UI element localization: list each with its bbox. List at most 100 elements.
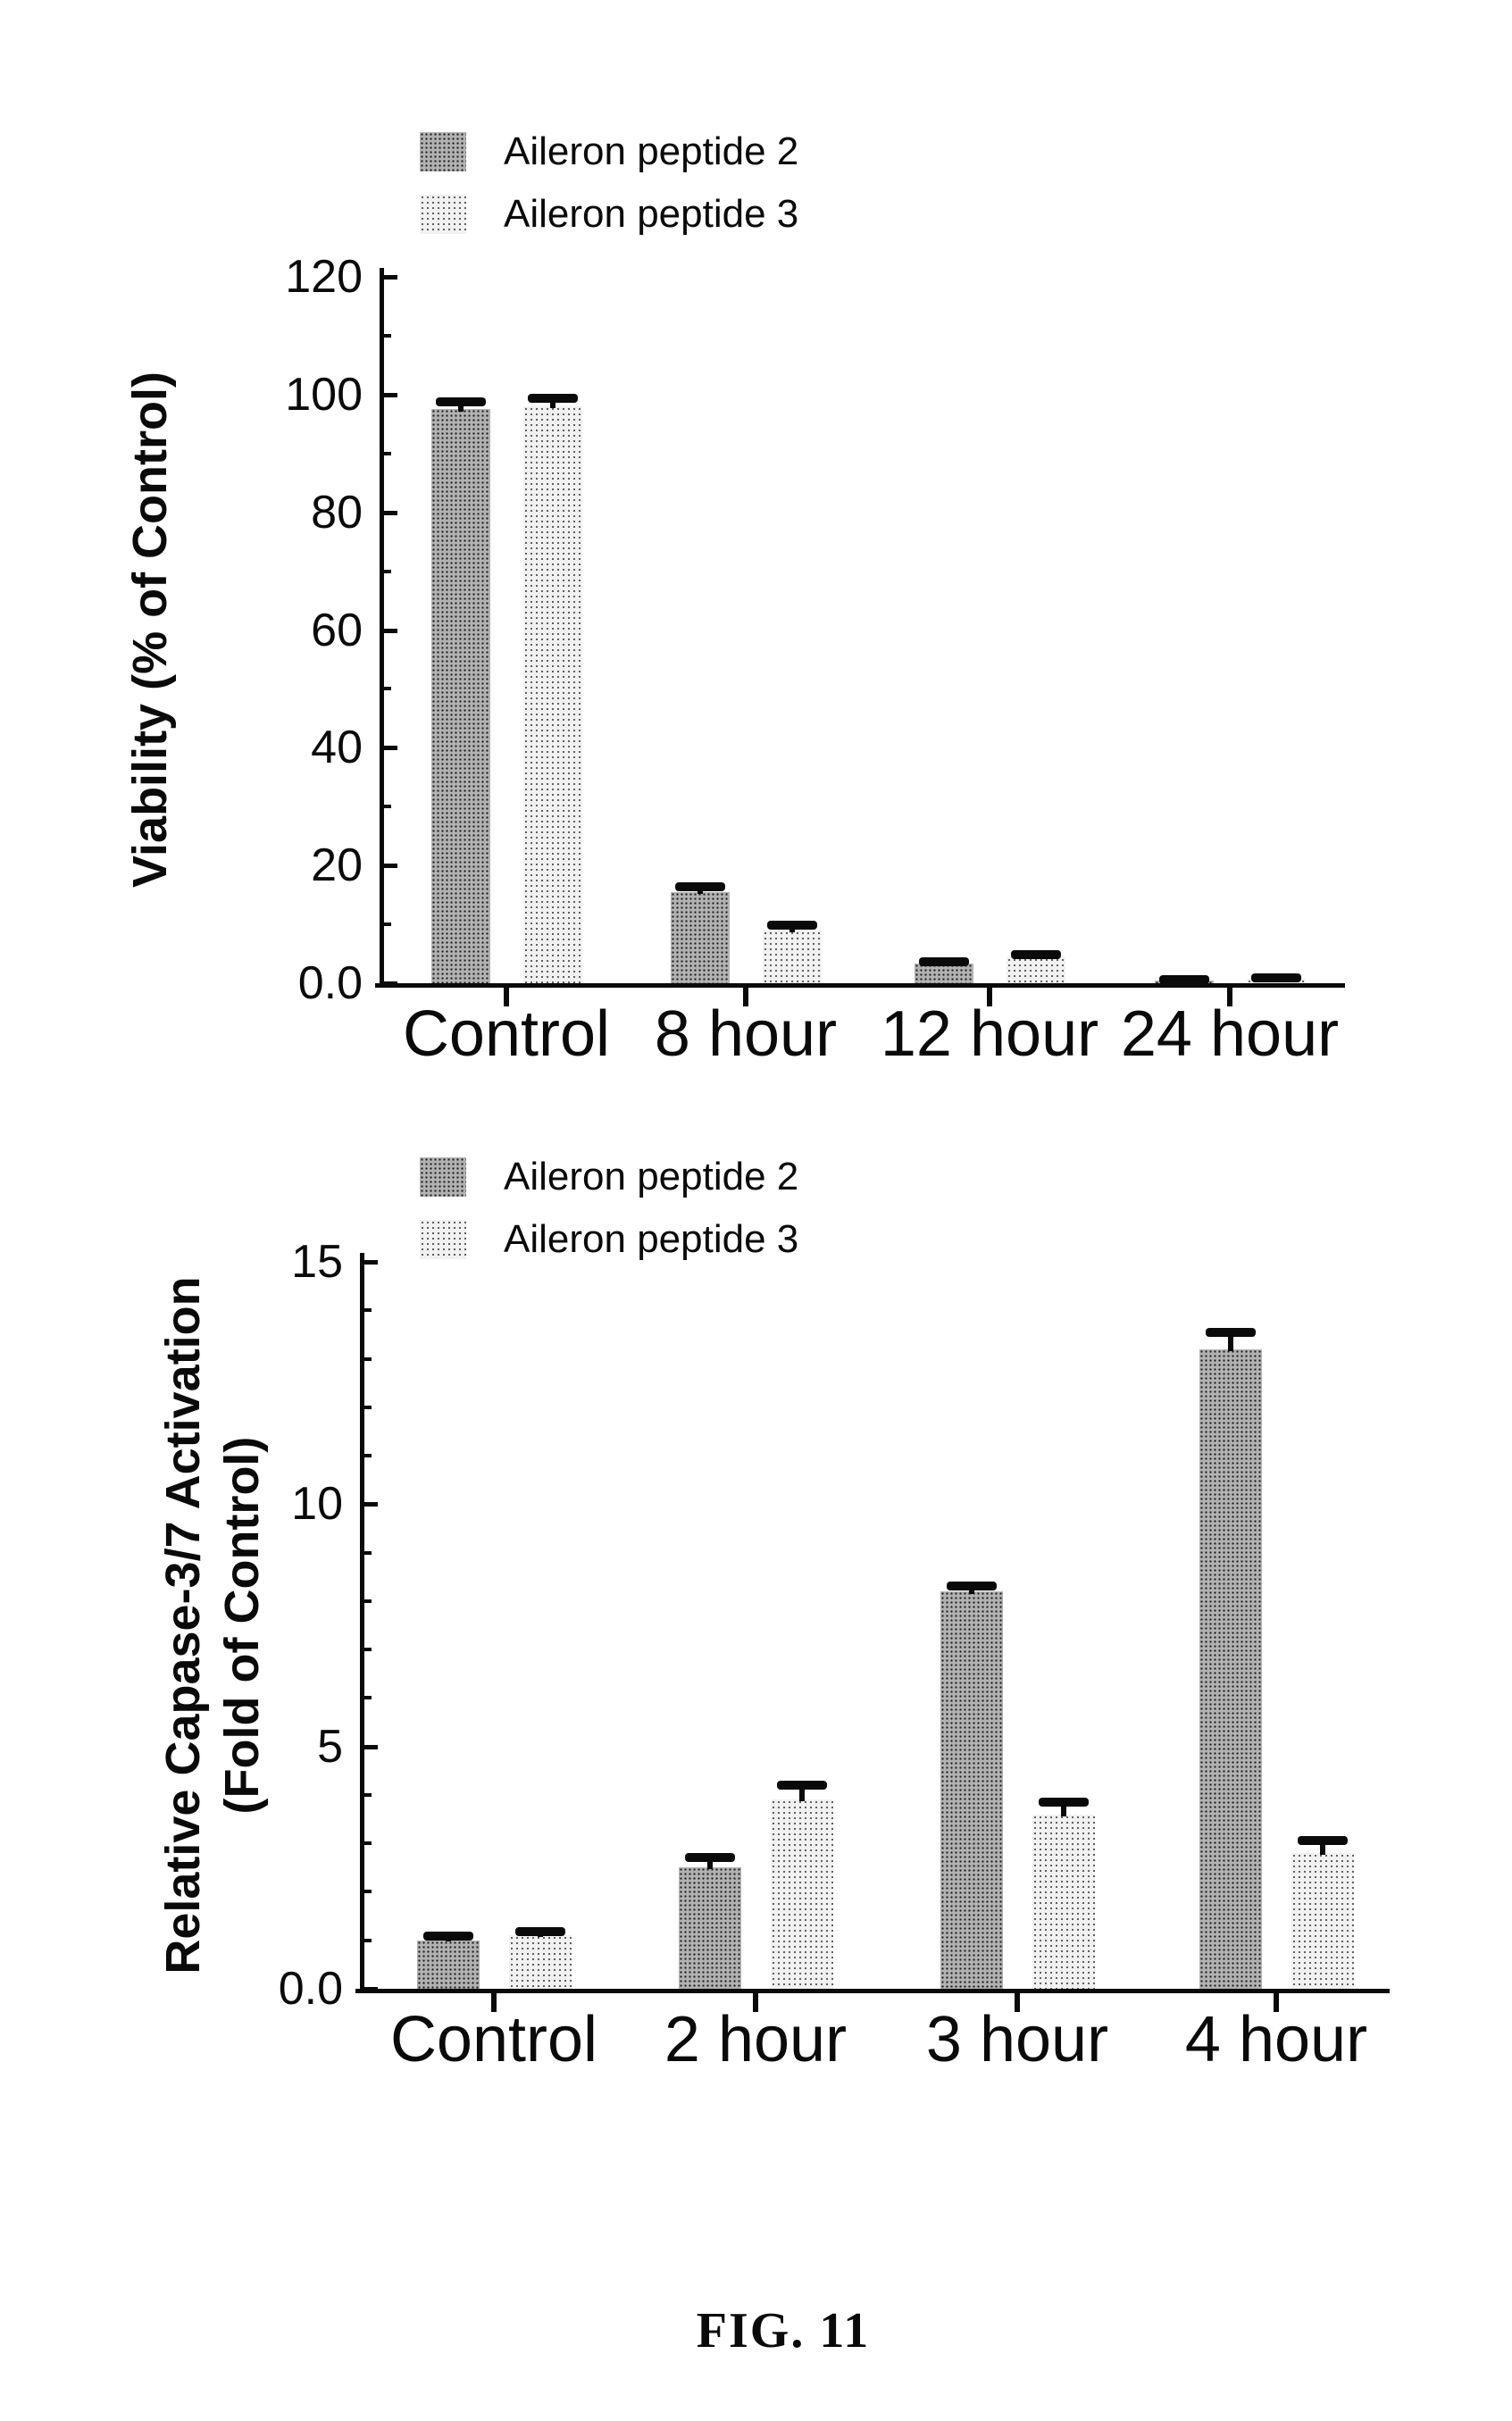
y-tick-label-60: 60 bbox=[311, 604, 363, 656]
y-minor-tick-14 bbox=[364, 1308, 372, 1313]
y-tick-label-40: 40 bbox=[311, 722, 363, 774]
legend-label-peptide2: Aileron peptide 2 bbox=[504, 1155, 799, 1198]
y-tick-120 bbox=[384, 275, 397, 280]
y-axis-title-caspase: Relative Capase-3/7 Activation (Fold of … bbox=[154, 1223, 271, 2027]
legend-label-peptide2: Aileron peptide 2 bbox=[504, 129, 799, 173]
y-minor-tick-12 bbox=[364, 1405, 372, 1409]
error-bar-cap-p2-4-hour bbox=[1205, 1327, 1256, 1337]
error-bar-cap-p2-control bbox=[422, 1932, 473, 1941]
legend-caspase-chart: Aileron peptide 2 Aileron peptide 3 bbox=[420, 1157, 798, 1282]
bar-p2-8-hour bbox=[670, 892, 730, 983]
x-category-label-24-hour: 24 hour bbox=[1120, 998, 1340, 1070]
y-axis-title-viability: Viability (% of Control) bbox=[121, 228, 180, 1031]
legend-item-peptide2: Aileron peptide 2 bbox=[420, 1157, 798, 1197]
legend-item-peptide3: Aileron peptide 3 bbox=[420, 195, 798, 234]
y-tick-label-120: 120 bbox=[285, 251, 363, 303]
y-minor-tick-70 bbox=[384, 569, 391, 573]
y-tick-80 bbox=[384, 510, 397, 515]
x-category-label-4-hour: 4 hour bbox=[1184, 2004, 1368, 2075]
x-tick-control bbox=[491, 1992, 497, 2012]
y-minor-tick-3 bbox=[364, 1841, 372, 1846]
y-axis-title-line2: (Fold of Control) bbox=[215, 1436, 269, 1815]
error-bar-cap-p3-12-hour bbox=[1010, 949, 1061, 959]
x-tick-8-hour bbox=[743, 987, 748, 1006]
bar-p2-3-hour bbox=[940, 1591, 1003, 1989]
x-tick-3-hour bbox=[1015, 1992, 1020, 2012]
y-tick-15 bbox=[364, 1260, 378, 1265]
legend-item-peptide3: Aileron peptide 3 bbox=[420, 1220, 798, 1259]
bar-p3-2-hour bbox=[770, 1799, 833, 1989]
y-axis-title-line1: Relative Capase-3/7 Activation bbox=[156, 1276, 210, 1974]
x-category-label-8-hour: 8 hour bbox=[654, 998, 838, 1070]
y-minor-tick-30 bbox=[384, 805, 391, 809]
x-tick-4-hour bbox=[1274, 1992, 1279, 2012]
y-tick-60 bbox=[384, 628, 397, 633]
y-tick-label-20: 20 bbox=[311, 839, 363, 892]
x-category-label-control: Control bbox=[389, 2004, 598, 2075]
y-minor-tick-9 bbox=[364, 1550, 372, 1555]
error-bar-stem-p2-2-hour bbox=[706, 1857, 713, 1870]
x-tick-24-hour bbox=[1227, 987, 1232, 1006]
y-tick-20 bbox=[384, 864, 397, 869]
legend-item-peptide2: Aileron peptide 2 bbox=[420, 132, 798, 171]
bar-p2-control bbox=[416, 1941, 480, 1989]
y-minor-tick-11 bbox=[364, 1454, 372, 1458]
error-bar-cap-p2-24-hour bbox=[1158, 975, 1209, 985]
bar-p3-12-hour bbox=[1006, 957, 1065, 983]
bar-p2-12-hour bbox=[914, 964, 973, 983]
error-bar-cap-p2-3-hour bbox=[946, 1581, 997, 1590]
y-tick-label-100: 100 bbox=[285, 368, 363, 421]
y-tick-label-5: 5 bbox=[317, 1720, 343, 1773]
bar-p3-4-hour bbox=[1291, 1853, 1354, 1989]
y-minor-tick-13 bbox=[364, 1357, 372, 1361]
x-axis-line bbox=[375, 983, 1345, 988]
error-bar-cap-p3-2-hour bbox=[776, 1781, 827, 1791]
peptide2-swatch bbox=[420, 132, 466, 171]
y-minor-tick-2 bbox=[364, 1890, 372, 1894]
error-bar-cap-p2-2-hour bbox=[684, 1853, 735, 1863]
y-minor-tick-10 bbox=[384, 922, 391, 927]
legend-label-peptide3: Aileron peptide 3 bbox=[504, 192, 799, 236]
bar-p2-2-hour bbox=[678, 1867, 741, 1989]
y-tick-10 bbox=[364, 1502, 378, 1507]
y-tick-label-0-0: 0.0 bbox=[278, 1963, 343, 2015]
error-bar-stem-p2-4-hour bbox=[1227, 1332, 1233, 1351]
error-bar-stem-p3-3-hour bbox=[1060, 1802, 1066, 1817]
error-bar-cap-p3-control bbox=[527, 394, 578, 404]
y-minor-tick-110 bbox=[384, 333, 391, 338]
y-axis-line bbox=[360, 1253, 364, 1993]
x-category-label-3-hour: 3 hour bbox=[925, 2004, 1109, 2075]
figure-caption: FIG. 11 bbox=[696, 2303, 871, 2358]
bar-p3-3-hour bbox=[1032, 1815, 1095, 1989]
x-tick-2-hour bbox=[753, 1992, 758, 2012]
bar-p3-8-hour bbox=[762, 931, 822, 983]
y-tick-label-15: 15 bbox=[291, 1236, 343, 1288]
y-minor-tick-7 bbox=[364, 1648, 372, 1652]
error-bar-stem-p2-control bbox=[457, 401, 464, 412]
y-minor-tick-4 bbox=[364, 1792, 372, 1797]
y-axis-title-line: Viability (% of Control) bbox=[123, 371, 177, 888]
y-tick-100 bbox=[384, 392, 397, 397]
error-bar-cap-p3-control bbox=[514, 1926, 565, 1936]
peptide3-swatch bbox=[420, 1220, 466, 1259]
y-minor-tick-50 bbox=[384, 687, 391, 691]
x-category-label-12-hour: 12 hour bbox=[880, 998, 1099, 1070]
y-minor-tick-90 bbox=[384, 451, 391, 455]
error-bar-cap-p2-8-hour bbox=[674, 881, 725, 891]
error-bar-cap-p3-4-hour bbox=[1297, 1836, 1348, 1846]
x-category-label-2-hour: 2 hour bbox=[664, 2004, 848, 2075]
x-tick-control bbox=[504, 987, 509, 1006]
bar-p3-control bbox=[522, 406, 582, 983]
error-bar-cap-p3-24-hour bbox=[1250, 973, 1301, 983]
bar-p2-4-hour bbox=[1199, 1349, 1262, 1989]
legend-viability-chart: Aileron peptide 2 Aileron peptide 3 bbox=[420, 132, 798, 257]
error-bar-cap-p2-control bbox=[435, 397, 486, 406]
y-tick-label-80: 80 bbox=[311, 486, 363, 538]
y-tick-label-0-0: 0.0 bbox=[297, 957, 363, 1009]
peptide2-swatch bbox=[420, 1157, 466, 1197]
legend-label-peptide3: Aileron peptide 3 bbox=[504, 1217, 799, 1261]
error-bar-cap-p3-8-hour bbox=[766, 920, 817, 930]
error-bar-cap-p3-3-hour bbox=[1038, 1798, 1089, 1807]
y-minor-tick-1 bbox=[364, 1938, 372, 1942]
